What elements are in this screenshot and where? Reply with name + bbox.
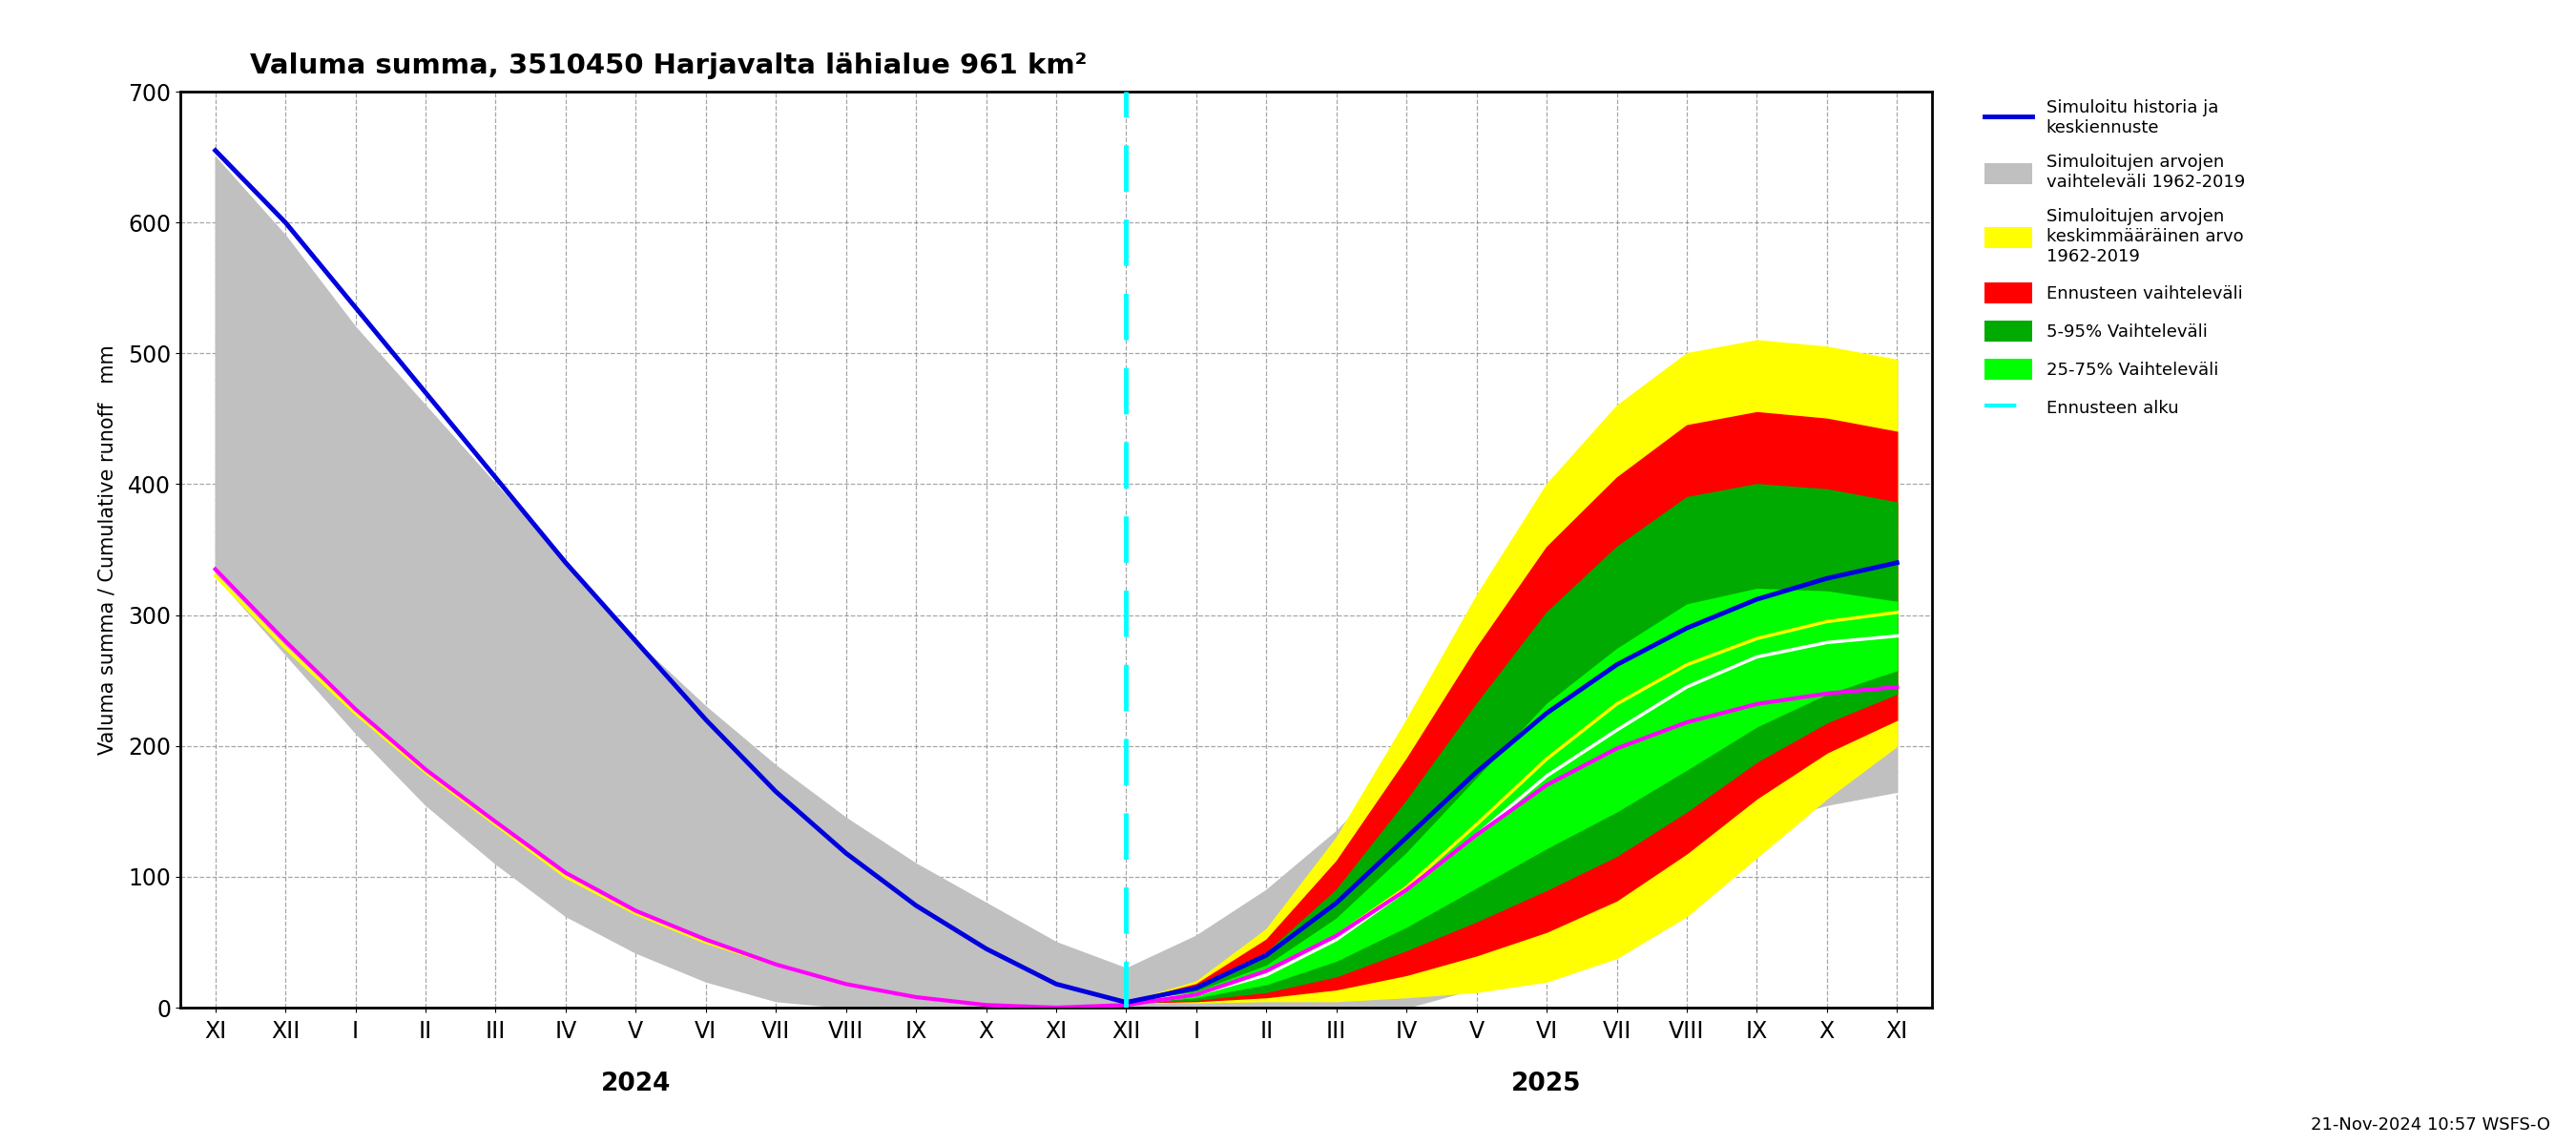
Text: 2025: 2025	[1512, 1072, 1582, 1096]
Text: 21-Nov-2024 10:57 WSFS-O: 21-Nov-2024 10:57 WSFS-O	[2311, 1116, 2550, 1134]
Text: 2024: 2024	[600, 1072, 670, 1096]
Text: Valuma summa, 3510450 Harjavalta lähialue 961 km²: Valuma summa, 3510450 Harjavalta lähialu…	[250, 52, 1087, 79]
Y-axis label: Valuma summa / Cumulative runoff   mm: Valuma summa / Cumulative runoff mm	[98, 345, 118, 755]
Legend: Simuloitu historia ja
keskiennuste, Simuloitujen arvojen
vaihteleväli 1962-2019,: Simuloitu historia ja keskiennuste, Simu…	[1976, 92, 2254, 427]
